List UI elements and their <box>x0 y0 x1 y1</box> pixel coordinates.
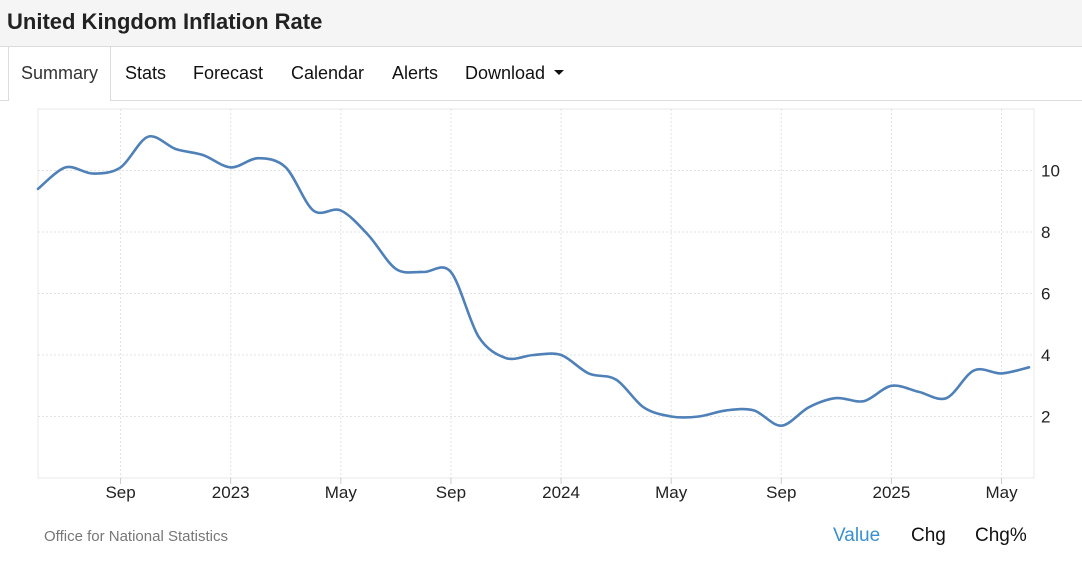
x-tick-label: May <box>325 483 358 502</box>
caret-down-icon <box>554 69 565 75</box>
data-point <box>449 270 453 274</box>
chg-percent-button[interactable]: Chg% <box>975 525 1027 546</box>
tab-forecast[interactable]: Forecast <box>193 63 264 83</box>
data-point <box>339 208 343 212</box>
data-point <box>201 153 205 157</box>
tab-alerts[interactable]: Alerts <box>392 63 439 83</box>
data-point <box>834 396 838 400</box>
data-point <box>587 371 591 375</box>
data-point <box>64 165 68 169</box>
data-point <box>944 396 948 400</box>
data-point <box>36 187 40 191</box>
data-point <box>779 424 783 428</box>
x-tick-label: 2024 <box>542 483 580 502</box>
data-point <box>642 405 646 409</box>
x-tick-label: Sep <box>766 483 796 502</box>
data-point <box>1027 365 1031 369</box>
data-point <box>752 408 756 412</box>
x-tick-label: May <box>655 483 688 502</box>
data-point <box>174 147 178 151</box>
data-point <box>311 208 315 212</box>
data-point <box>421 270 425 274</box>
x-tick-label: 2025 <box>872 483 910 502</box>
x-tick-label: 2023 <box>212 483 250 502</box>
data-point <box>889 384 893 388</box>
x-tick-label: Sep <box>436 483 466 502</box>
data-point <box>119 165 123 169</box>
source-attribution: Office for National Statistics <box>44 528 228 545</box>
data-point <box>862 399 866 403</box>
y-tick-label: 10 <box>1041 162 1060 181</box>
data-point <box>366 233 370 237</box>
tab-stats[interactable]: Stats <box>125 63 167 83</box>
title-bar: United Kingdom Inflation Rate <box>0 0 1082 47</box>
data-point <box>972 368 976 372</box>
data-point <box>917 390 921 394</box>
tab-calendar[interactable]: Calendar <box>291 63 365 83</box>
y-tick-label: 4 <box>1041 346 1050 365</box>
data-point <box>476 335 480 339</box>
tab-summary[interactable]: Summary <box>8 47 112 101</box>
y-tick-label: 2 <box>1041 408 1050 427</box>
chg-button[interactable]: Chg <box>911 525 946 546</box>
x-tick-label: Sep <box>105 483 135 502</box>
tab-download-label: Download <box>465 63 546 83</box>
data-point <box>724 408 728 412</box>
value-button[interactable]: Value <box>833 525 881 546</box>
data-point <box>669 415 673 419</box>
tab-download[interactable]: Download <box>465 47 565 101</box>
inflation-series-line <box>36 134 1031 427</box>
x-tick-label: May <box>985 483 1018 502</box>
data-point <box>504 356 508 360</box>
data-point <box>229 165 233 169</box>
tab-bar: Summary Stats Forecast Calendar Alerts D… <box>0 47 1082 101</box>
page-title: United Kingdom Inflation Rate <box>7 9 323 34</box>
data-point <box>532 353 536 357</box>
data-point <box>394 267 398 271</box>
data-point <box>91 172 95 176</box>
data-point <box>1000 371 1004 375</box>
y-tick-label: 8 <box>1041 223 1050 242</box>
data-point <box>284 165 288 169</box>
data-point <box>697 415 701 419</box>
data-point <box>559 353 563 357</box>
data-point <box>807 405 811 409</box>
y-tick-label: 6 <box>1041 285 1050 304</box>
data-point <box>146 135 150 139</box>
inflation-line-chart: 2 4 6 8 10 Sep 2023 May Sep 2024 May Sep 2025 May <box>36 108 1060 502</box>
data-point <box>614 378 618 382</box>
data-point <box>256 156 260 160</box>
